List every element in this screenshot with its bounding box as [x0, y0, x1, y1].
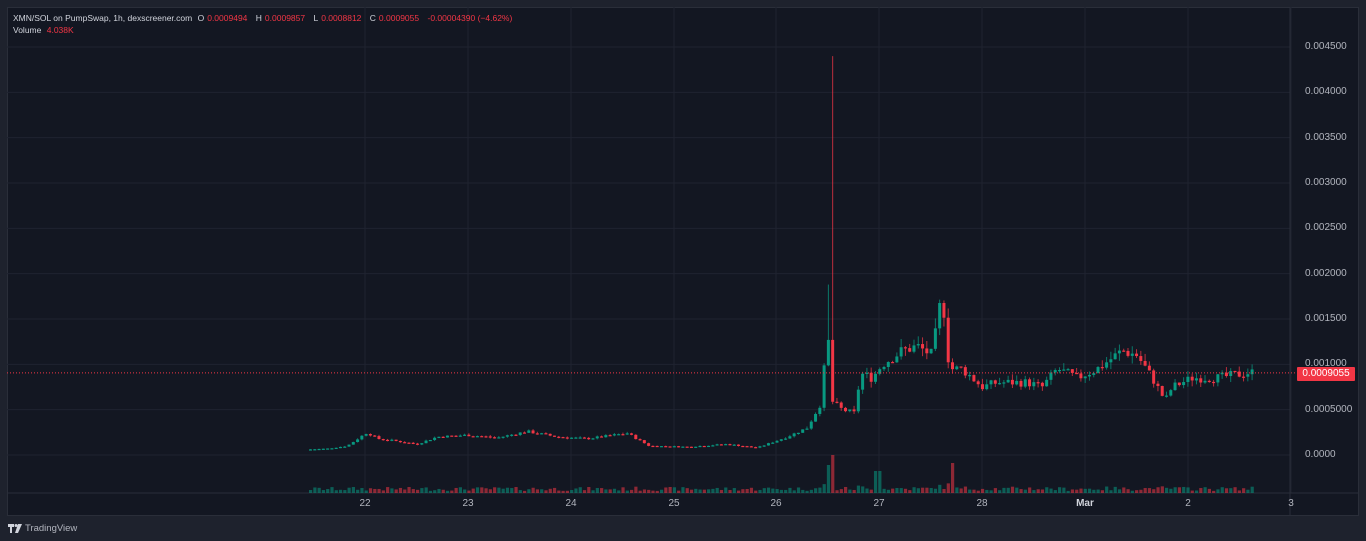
time-tick: Mar — [1076, 498, 1094, 509]
time-tick: 2 — [1185, 498, 1191, 509]
volume-value: 4.038K — [46, 25, 74, 35]
brand-label: TradingView — [25, 523, 78, 534]
time-tick: 23 — [462, 498, 474, 509]
time-tick: 28 — [976, 498, 988, 509]
price-tick: 0.003500 — [1305, 131, 1347, 143]
price-tick: 0.002000 — [1305, 267, 1347, 279]
ohlc-open: O 0.0009494 — [197, 13, 248, 23]
price-tick: 0.004500 — [1305, 40, 1347, 52]
price-change: -0.00004390 (−4.62%) — [427, 13, 513, 23]
ohlc-low: L 0.0008812 — [313, 13, 362, 23]
symbol-title: XMN/SOL on PumpSwap, 1h, dexscreener.com — [13, 13, 193, 23]
ohlc-high: H 0.0009857 — [255, 13, 306, 23]
time-tick: 24 — [565, 498, 577, 509]
price-tick: 0.001000 — [1305, 358, 1347, 370]
time-tick: 25 — [668, 498, 680, 509]
time-tick: 22 — [359, 498, 371, 509]
current-price-tag: 0.0009055 — [1297, 367, 1355, 381]
price-tick: 0.0005000 — [1305, 403, 1353, 415]
price-tick: 0.002500 — [1305, 222, 1347, 234]
chart-legend: XMN/SOL on PumpSwap, 1h, dexscreener.com… — [13, 12, 515, 36]
volume-label: Volume — [13, 25, 42, 35]
candlestick-plot[interactable] — [7, 7, 1359, 516]
time-tick: 27 — [873, 498, 885, 509]
tradingview-brand[interactable]: TradingView — [8, 523, 77, 534]
price-tick: 0.0000 — [1305, 449, 1336, 460]
legend-line-1: XMN/SOL on PumpSwap, 1h, dexscreener.com… — [13, 12, 515, 24]
price-tick: 0.003000 — [1305, 176, 1347, 188]
price-tick: 0.004000 — [1305, 86, 1347, 98]
price-tick: 0.001500 — [1305, 312, 1347, 324]
time-tick: 26 — [770, 498, 782, 509]
tradingview-logo-icon — [8, 524, 22, 533]
ohlc-close: C 0.0009055 — [369, 13, 420, 23]
time-tick: 3 — [1288, 498, 1294, 509]
legend-line-volume: Volume 4.038K — [13, 24, 515, 36]
